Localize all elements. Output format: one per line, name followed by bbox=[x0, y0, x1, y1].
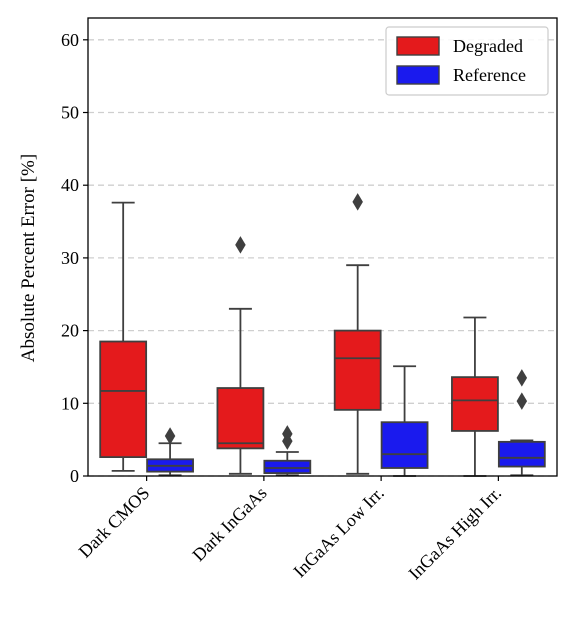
iqr-box bbox=[380, 421, 429, 469]
x-tick-label: Dark CMOS bbox=[75, 483, 154, 562]
iqr-box bbox=[99, 340, 148, 458]
y-axis-label: Absolute Percent Error [%] bbox=[18, 154, 39, 362]
y-tick-label: 40 bbox=[61, 175, 79, 195]
x-tick-label: Dark InGaAs bbox=[188, 483, 270, 565]
y-tick-label: 10 bbox=[61, 393, 79, 413]
iqr-box bbox=[497, 440, 546, 468]
y-tick-label: 50 bbox=[61, 103, 79, 123]
y-tick-label: 20 bbox=[61, 321, 79, 341]
outlier-point bbox=[282, 425, 293, 443]
x-tick-label: InGaAs High Irr. bbox=[404, 483, 505, 584]
box-degraded-0 bbox=[99, 201, 148, 472]
box-degraded-2 bbox=[333, 193, 382, 475]
legend-label: Degraded bbox=[453, 36, 523, 56]
iqr-box bbox=[263, 459, 312, 474]
outlier-point bbox=[235, 236, 246, 254]
x-tick-label: InGaAs Low Irr. bbox=[289, 483, 388, 582]
y-tick-label: 60 bbox=[61, 30, 79, 50]
box-reference-2 bbox=[380, 365, 429, 477]
box-degraded-3 bbox=[451, 316, 499, 477]
box-degraded-1 bbox=[216, 236, 265, 475]
legend-swatch bbox=[396, 65, 440, 85]
iqr-box bbox=[216, 387, 265, 450]
outlier-point bbox=[352, 193, 363, 211]
legend: Degraded Reference bbox=[385, 26, 549, 96]
box-reference-3 bbox=[497, 369, 546, 477]
box-reference-1 bbox=[263, 425, 312, 477]
y-tick-label: 0 bbox=[70, 466, 79, 486]
box-plot-series bbox=[99, 193, 546, 477]
legend-swatch bbox=[396, 36, 440, 56]
outlier-point bbox=[516, 369, 528, 387]
iqr-box bbox=[451, 376, 499, 432]
y-tick-label: 30 bbox=[61, 248, 79, 268]
outlier-point bbox=[516, 392, 528, 410]
legend-label: Reference bbox=[453, 65, 526, 85]
box-reference-0 bbox=[146, 427, 194, 477]
iqr-box bbox=[333, 329, 382, 411]
plot-frame bbox=[87, 17, 558, 477]
outlier-point bbox=[164, 427, 176, 445]
